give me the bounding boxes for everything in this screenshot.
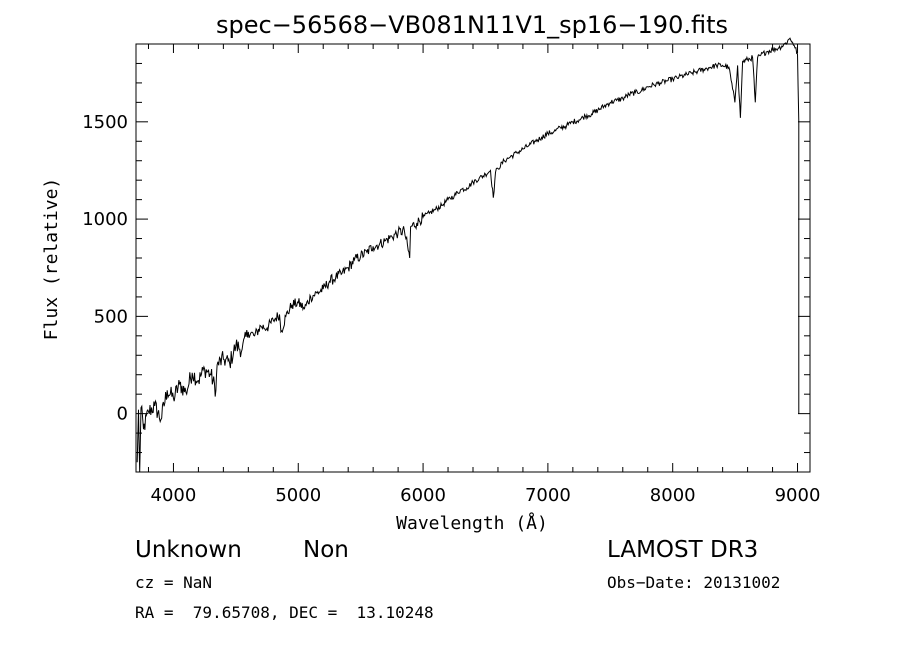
y-axis-ticks	[136, 43, 810, 473]
object-subclass: Non	[303, 537, 349, 563]
x-tick-label: 4000	[151, 485, 197, 506]
y-tick-label: 500	[94, 306, 128, 327]
x-axis-label: Wavelength (Å)	[396, 512, 548, 534]
y-tick-label: 0	[117, 404, 128, 425]
x-axis-ticks	[147, 44, 799, 472]
redshift-value: cz = NaN	[135, 573, 213, 592]
chart-title: spec−56568−VB081N11V1_sp16−190.fits	[216, 11, 728, 39]
y-axis-label: Flux (relative)	[41, 178, 62, 341]
y-tick-label: 1500	[82, 112, 128, 133]
coordinates: RA = 79.65708, DEC = 13.10248	[135, 603, 434, 622]
x-tick-label: 7000	[525, 485, 571, 506]
survey-name: LAMOST DR3	[607, 537, 759, 563]
observation-date: Obs−Date: 20131002	[607, 573, 781, 592]
plot-frame	[135, 43, 811, 473]
x-axis-tick-labels: 4000 5000 6000 7000 8000 9000	[151, 485, 821, 506]
spectrum-line	[136, 37, 800, 473]
x-tick-label: 5000	[275, 485, 321, 506]
y-tick-label: 1000	[82, 209, 128, 230]
object-class: Unknown	[135, 537, 242, 563]
x-tick-label: 9000	[775, 485, 821, 506]
plot-border	[135, 43, 811, 473]
y-axis-tick-labels: 0 500 1000 1500	[82, 112, 128, 425]
x-tick-label: 6000	[400, 485, 446, 506]
x-tick-label: 8000	[650, 485, 696, 506]
